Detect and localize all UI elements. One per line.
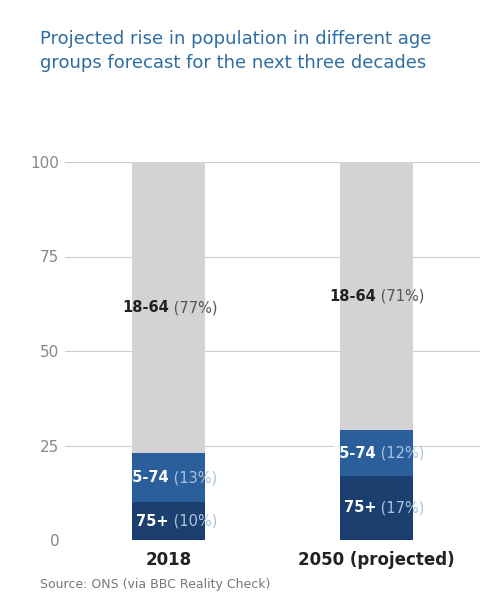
Bar [132, 453, 205, 502]
Text: (10%): (10%) [169, 514, 217, 529]
Text: (12%): (12%) [376, 446, 424, 461]
Text: 65-74: 65-74 [330, 446, 376, 461]
Bar [340, 430, 412, 476]
Text: 65-74: 65-74 [122, 470, 169, 485]
Text: Projected rise in population in different age
groups forecast for the next three: Projected rise in population in differen… [40, 30, 432, 71]
Text: (77%): (77%) [169, 300, 217, 315]
Bar [132, 162, 205, 453]
Text: Source: ONS (via BBC Reality Check): Source: ONS (via BBC Reality Check) [40, 578, 270, 591]
Text: 18-64: 18-64 [122, 300, 169, 315]
Text: (71%): (71%) [376, 289, 424, 304]
Bar [340, 476, 412, 540]
Bar [132, 502, 205, 540]
Text: (17%): (17%) [376, 500, 424, 515]
Text: 75+: 75+ [136, 514, 169, 529]
Text: 75+: 75+ [344, 500, 376, 515]
Text: (13%): (13%) [169, 470, 217, 485]
Text: 18-64: 18-64 [330, 289, 376, 304]
Bar [340, 162, 412, 430]
